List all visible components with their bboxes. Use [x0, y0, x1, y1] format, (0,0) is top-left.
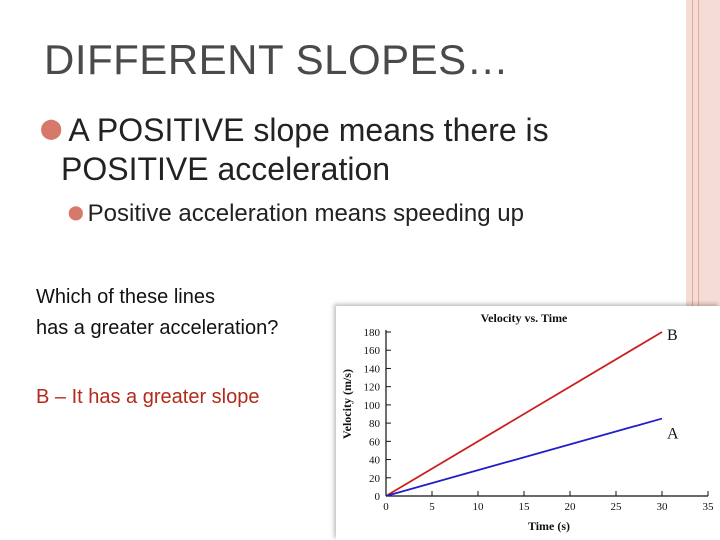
x-tick-label: 15 — [519, 501, 531, 513]
chart-ylabel: Velocity (m/s) — [340, 369, 354, 439]
question-text: Which of these lines has a greater accel… — [36, 282, 278, 344]
x-tick-label: 5 — [429, 501, 435, 513]
y-tick-label: 160 — [364, 345, 381, 357]
bullet-icon: ⬤ — [40, 118, 63, 140]
question-line1: Which of these lines — [36, 286, 215, 308]
border-line — [692, 0, 693, 540]
x-tick-label: 20 — [565, 501, 577, 513]
series-label-a: A — [667, 426, 679, 443]
answer-text: B – It has a greater slope — [36, 386, 260, 408]
velocity-time-chart: Velocity vs. Time Velocity (m/s) Time (s… — [336, 306, 720, 540]
x-tick-label: 25 — [611, 501, 623, 513]
main-bullet: ⬤ A POSITIVE slope means there is POSITIV… — [40, 110, 640, 189]
main-bullet-line1: A POSITIVE slope means there is — [68, 112, 549, 148]
y-tick-label: 180 — [364, 327, 381, 339]
series-line-a — [385, 417, 663, 497]
chart-svg: Velocity vs. Time Velocity (m/s) Time (s… — [340, 311, 715, 533]
chart-title: Velocity vs. Time — [481, 311, 568, 325]
y-tick-label: 100 — [364, 400, 381, 412]
y-tick-label: 20 — [369, 473, 381, 485]
slide-title: DIFFERENT SLOPES… — [44, 36, 510, 83]
x-tick-label: 0 — [383, 501, 389, 513]
x-tick-label: 30 — [657, 501, 669, 513]
y-tick-label: 80 — [369, 418, 381, 430]
y-tick-label: 60 — [369, 436, 381, 448]
main-bullet-line2: POSITIVE acceleration — [61, 151, 391, 187]
series-label-b: B — [667, 327, 678, 344]
y-tick-label: 120 — [364, 382, 381, 394]
sub-bullet-text: Positive acceleration means speeding up — [87, 200, 524, 227]
chart-xlabel: Time (s) — [528, 519, 570, 533]
y-tick-label: 0 — [375, 491, 381, 503]
x-tick-label: 10 — [473, 501, 485, 513]
series-line-b — [385, 331, 663, 497]
y-tick-label: 40 — [369, 455, 381, 467]
border-line — [698, 0, 699, 540]
y-tick-label: 140 — [364, 363, 381, 375]
x-tick-label: 35 — [703, 501, 715, 513]
question-line2: has a greater acceleration? — [36, 317, 279, 339]
sub-bullet: ⬤ Positive acceleration means speeding up — [68, 200, 524, 228]
sub-bullet-icon: ⬤ — [68, 204, 84, 220]
